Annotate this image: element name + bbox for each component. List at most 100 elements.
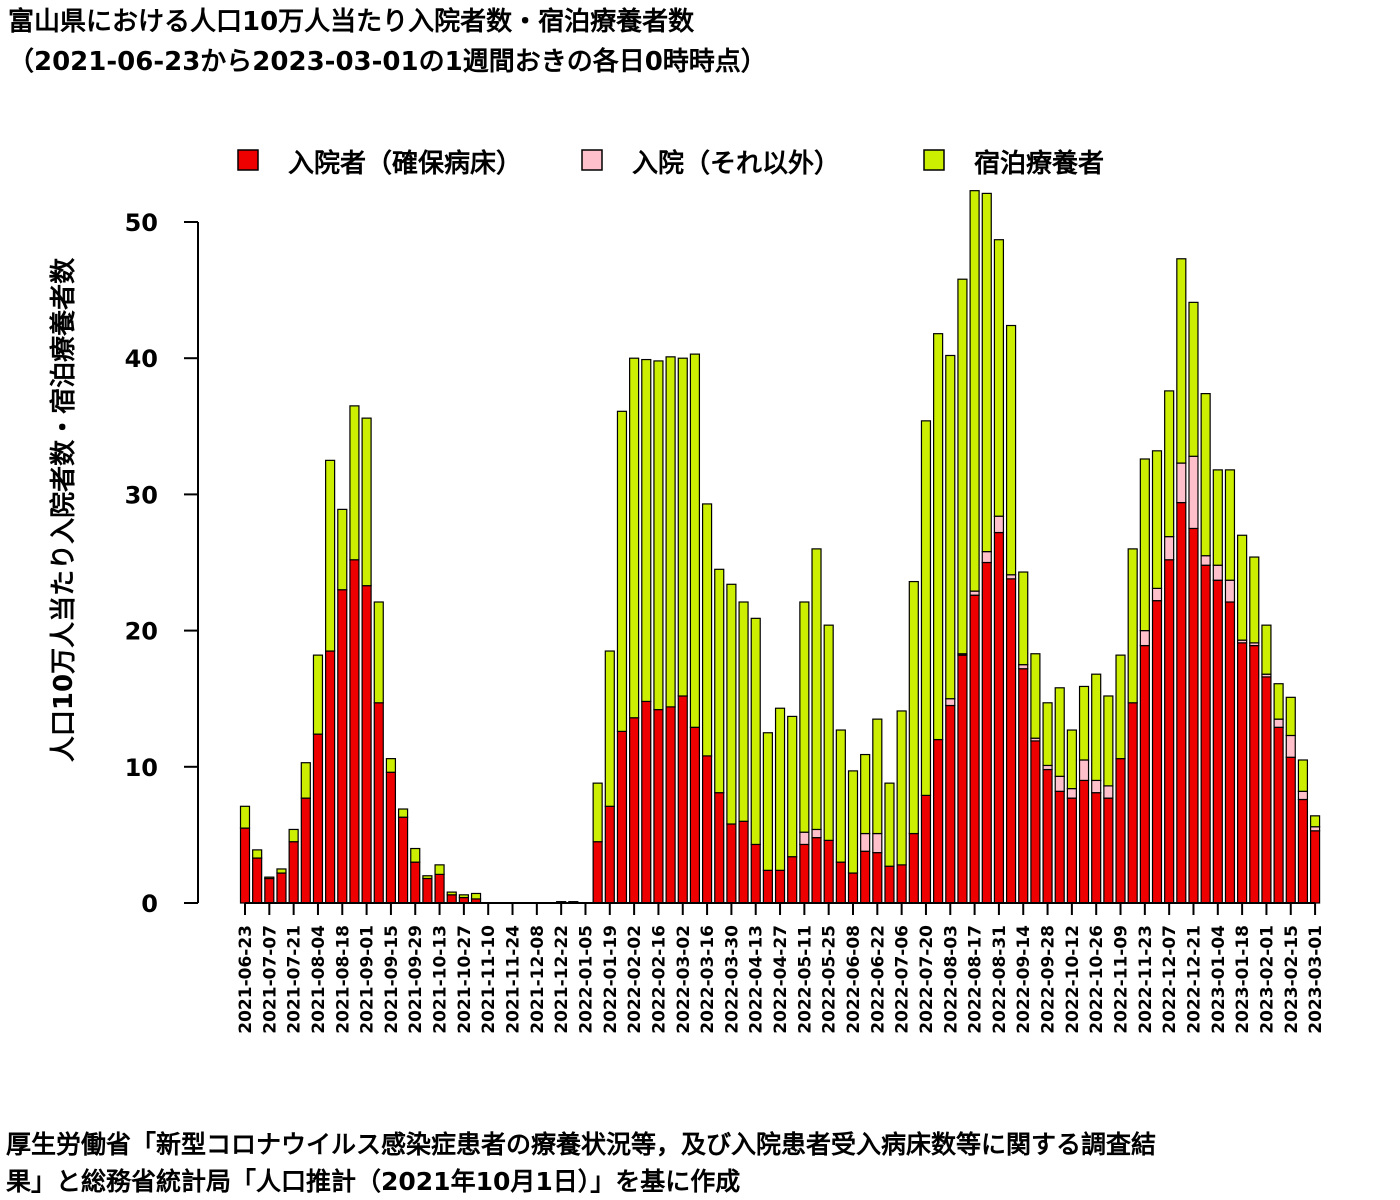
bar-segment-0 [349,559,360,904]
bar-segment-2 [933,333,944,741]
x-tick-label: 2022-12-07 [1160,925,1180,1034]
x-tick-label: 2021-12-08 [528,925,548,1034]
bar-segment-0 [957,654,968,904]
x-tick-label: 2022-03-02 [674,925,694,1034]
bar-segment-2 [604,650,615,807]
x-tick-label: 2021-08-04 [309,925,329,1034]
bar-segment-2 [629,357,640,719]
bar-segment-2 [1212,469,1223,566]
x-tick-label: 2023-02-01 [1257,925,1277,1034]
y-tick-label: 30 [125,481,158,509]
bar-segment-2 [1224,469,1236,581]
x-tick-label: 2021-10-27 [455,925,475,1034]
bar-segment-2 [1273,683,1284,720]
bar-segment-0 [410,861,421,904]
bar-segment-0 [933,738,944,904]
bar-segment-0 [1309,830,1321,904]
x-tick-label: 2022-07-06 [893,925,913,1034]
bar-segment-2 [1237,534,1248,641]
bar-segment-0 [252,857,263,904]
bar-segment-0 [1115,758,1126,904]
bar-segment-1 [1297,790,1309,801]
x-tick-label: 2022-08-03 [941,925,961,1034]
bar-segment-2 [726,583,737,825]
bars [239,190,1321,904]
bar-segment-2 [787,715,798,858]
bar-segment-0 [1054,790,1065,904]
x-tick-label: 2021-12-22 [552,925,572,1034]
bar-segment-1 [1188,455,1199,530]
bar-segment-1 [1151,587,1163,602]
y-axis-label: 人口10万人当たり入院者数・宿泊療養者数 [48,257,79,762]
bar-segment-2 [1018,571,1029,666]
bar-segment-2 [665,356,676,708]
bar-segment-1 [981,550,992,564]
bar-segment-0 [872,852,883,904]
bar-segment-1 [1309,826,1321,832]
bar-segment-0 [945,704,956,904]
bar-segment-2 [774,707,786,871]
x-tick-label: 2022-10-12 [1063,925,1083,1034]
bar-segment-2 [276,868,287,874]
x-tick-label: 2022-11-23 [1136,925,1156,1034]
bar-segment-0 [1103,797,1114,904]
bar-segment-0 [385,771,397,904]
bar-segment-2 [641,358,652,703]
x-tick-label: 2021-06-23 [236,925,256,1034]
bar-segment-0 [689,726,701,904]
bar-segment-0 [1249,644,1260,904]
bar-segment-0 [300,797,311,904]
x-tick-label: 2021-09-29 [406,925,426,1034]
bar-segment-2 [361,417,372,587]
x-tick-label: 2022-07-20 [917,925,937,1034]
bar-segment-2 [288,828,299,843]
bar-segment-0 [397,816,409,904]
bar-segment-0 [1297,798,1309,904]
bar-segment-2 [1054,687,1065,777]
bar-segment-0 [969,594,980,904]
bar-segment-1 [1273,718,1284,728]
x-tick-label: 2022-12-21 [1184,925,1204,1034]
bar-segment-0 [896,864,907,904]
bar-segment-0 [774,869,786,904]
bar-segment-1 [1042,764,1053,771]
bar-segment-2 [1103,695,1114,787]
legend-swatch-2 [923,149,945,171]
bar-segment-0 [373,702,384,904]
x-tick-label: 2021-08-18 [333,925,353,1034]
bar-segment-2 [1151,450,1163,589]
bar-segment-2 [458,894,469,899]
bar-segment-0 [738,820,749,904]
bar-segment-1 [1200,555,1211,566]
bar-segment-0 [288,841,299,904]
x-tick-label: 2022-01-19 [601,925,621,1034]
bar-segment-2 [592,782,603,843]
bar-segment-2 [884,782,895,867]
bar-segment-1 [1224,579,1236,603]
bar-segment-2 [957,278,968,655]
bar-segment-0 [799,843,810,904]
bar-segment-0 [312,733,324,904]
bar-segment-1 [1091,779,1102,794]
bar-segment-2 [823,624,834,841]
footer-line2: 果」と総務省統計局「人口推計（2021年10月1日）」を基に作成 [6,1167,740,1196]
bar-segment-0 [750,843,761,904]
bar-segment-2 [264,876,275,880]
x-tick-label: 2022-09-28 [1039,925,1059,1034]
bar-segment-2 [1139,458,1150,632]
bar-segment-2 [1066,729,1077,790]
x-tick-label: 2023-01-18 [1233,925,1253,1034]
bar-segment-2 [1115,654,1126,760]
bar-segment-2 [1176,258,1187,464]
y-tick-label: 50 [125,209,158,237]
bar-segment-2 [677,357,688,697]
bar-segment-0 [1151,600,1163,904]
bar-segment-2 [239,805,251,829]
bar-segment-0 [677,695,688,904]
bar-segment-2 [312,654,324,735]
bar-segment-2 [1005,324,1017,576]
x-tick-label: 2022-04-27 [771,925,791,1034]
bar-segment-2 [1297,759,1309,792]
bar-segment-1 [969,590,980,596]
